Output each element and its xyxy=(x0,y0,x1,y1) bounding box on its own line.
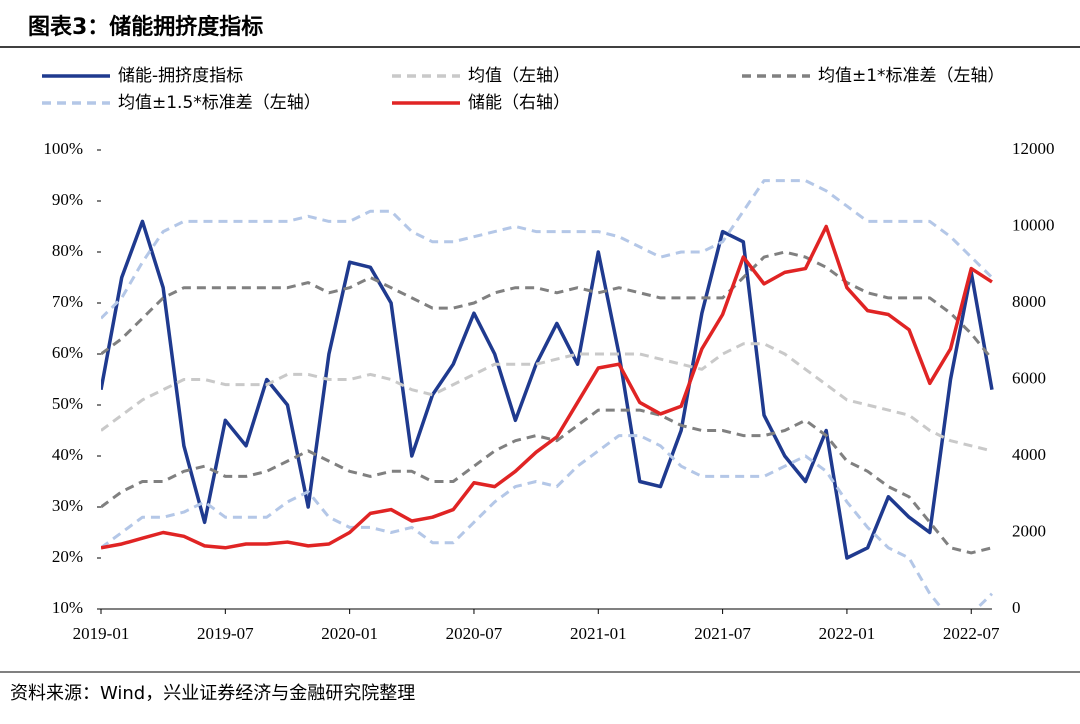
x-tick-label: 2019-07 xyxy=(197,624,254,643)
y2-tick-label: 12000 xyxy=(1012,139,1054,158)
y2-tick-label: 2000 xyxy=(1012,521,1046,540)
series-line xyxy=(101,408,993,555)
y2-tick-label: 8000 xyxy=(1012,292,1046,311)
y-tick-label: 30% xyxy=(52,496,83,515)
x-tick-label: 2020-01 xyxy=(321,624,378,643)
y-tick-label: 70% xyxy=(52,292,83,311)
series-line xyxy=(101,342,993,453)
y2-tick-label: 10000 xyxy=(1012,215,1054,234)
series-line xyxy=(101,224,993,550)
y-tick-label: 100% xyxy=(43,139,83,158)
y-tick-label: 10% xyxy=(52,598,83,617)
series-line xyxy=(101,219,994,560)
source: 资料来源：Wind，兴业证券经济与金融研究院整理 xyxy=(10,683,415,704)
plot-area xyxy=(101,179,994,609)
legend-label: 储能-拥挤度指标 xyxy=(118,66,243,86)
x-tick-label: 2021-07 xyxy=(694,624,751,643)
y-tick-label: 40% xyxy=(52,445,83,464)
y-tick-label: 50% xyxy=(52,394,83,413)
y2-tick-label: 4000 xyxy=(1012,445,1046,464)
x-tick-label: 2019-01 xyxy=(73,624,130,643)
legend-label: 均值（左轴） xyxy=(468,66,570,86)
y2-tick-label: 0 xyxy=(1012,598,1021,617)
chart-title: 图表3：储能拥挤度指标 xyxy=(28,14,263,40)
series-line xyxy=(101,179,994,320)
y-tick-label: 60% xyxy=(52,343,83,362)
y2-tick-label: 6000 xyxy=(1012,368,1046,387)
x-tick-label: 2020-07 xyxy=(446,624,503,643)
x-tick-label: 2022-07 xyxy=(943,624,1000,643)
x-tick-label: 2022-01 xyxy=(819,624,876,643)
y-tick-label: 20% xyxy=(52,547,83,566)
legend-label: 储能（右轴） xyxy=(468,93,570,113)
y-tick-label: 80% xyxy=(52,241,83,260)
legend-label: 均值±1.5*标准差（左轴） xyxy=(118,93,321,113)
legend-label: 均值±1*标准差（左轴） xyxy=(818,66,1005,86)
x-tick-label: 2021-01 xyxy=(570,624,627,643)
series-line xyxy=(101,434,994,609)
y-tick-label: 90% xyxy=(52,190,83,209)
